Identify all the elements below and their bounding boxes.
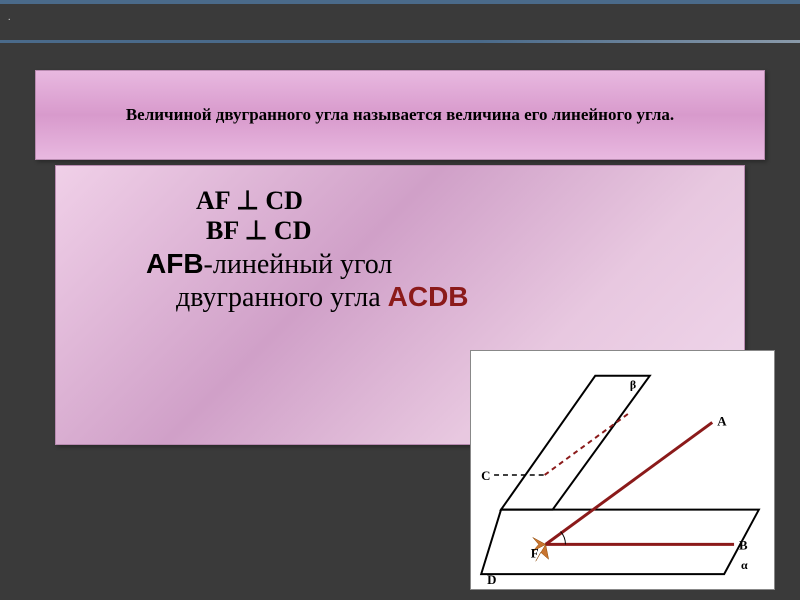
line2-cd: CD: [274, 216, 312, 245]
label-c: C: [481, 469, 490, 483]
beta-plane: [501, 376, 650, 510]
divider-line: [0, 40, 800, 43]
line-segment-beta: [545, 412, 630, 474]
header-box: Величиной двугранного угла называется ве…: [35, 70, 765, 160]
header-text: Величиной двугранного угла называется ве…: [126, 105, 674, 125]
line3-text: -линейный угол: [204, 249, 393, 280]
label-d: D: [487, 573, 496, 587]
label-b: B: [739, 538, 748, 552]
label-beta: β: [630, 378, 636, 392]
description-line-1: AFB-линейный угол: [146, 248, 714, 281]
formula-line-1: AF ⊥ CD: [196, 186, 714, 216]
line1-af: AF: [196, 186, 230, 215]
alpha-plane: [481, 510, 759, 574]
diagram-container: A B C D F α β: [470, 350, 775, 590]
label-f: F: [531, 546, 539, 560]
description-line-2: двугранного угла ACDВ: [176, 281, 714, 314]
line3-afb: AFB: [146, 248, 204, 279]
line4-acdb: ACDВ: [388, 281, 469, 312]
line1-cd: CD: [265, 186, 303, 215]
dihedral-angle-diagram: A B C D F α β: [471, 351, 774, 589]
line4-text: двугранного угла: [176, 282, 388, 313]
slide-marker: .: [8, 12, 11, 23]
label-a: A: [717, 414, 727, 428]
formula-line-2: BF ⊥ CD: [206, 216, 714, 246]
line2-bf: BF: [206, 216, 238, 245]
label-alpha: α: [741, 558, 748, 572]
